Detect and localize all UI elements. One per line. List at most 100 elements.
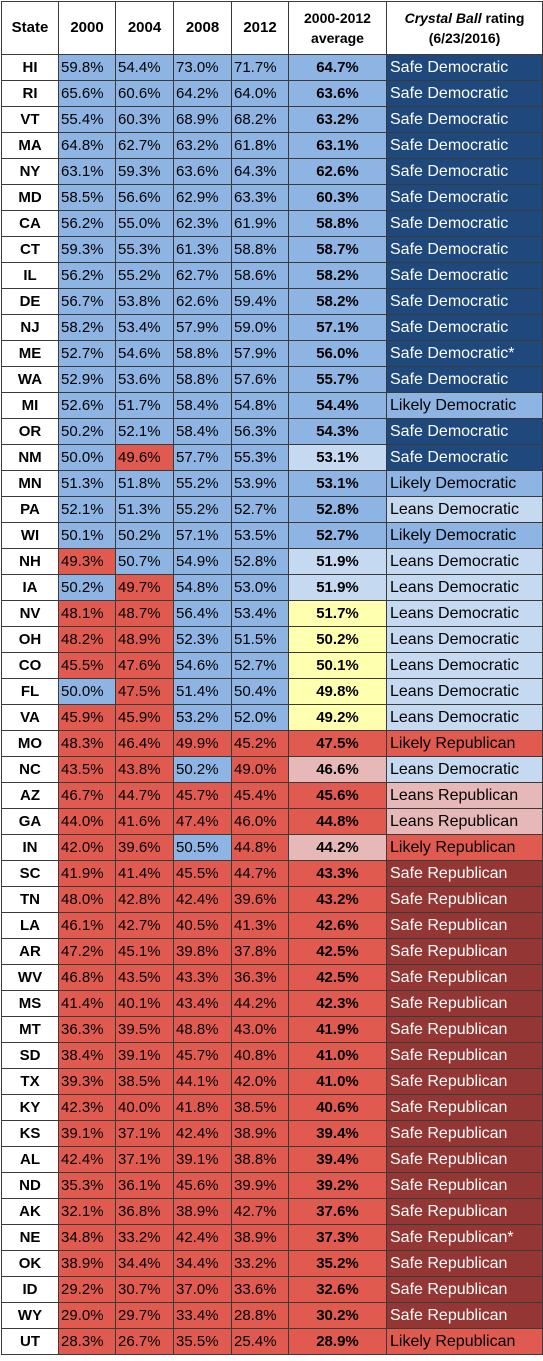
pct-2000-cell: 48.0% <box>58 886 116 913</box>
pct-2004-cell: 45.9% <box>115 704 174 731</box>
pct-2012-cell: 59.0% <box>231 314 289 341</box>
pct-2000-cell: 52.6% <box>58 392 116 419</box>
state-cell: NV <box>1 600 59 627</box>
pct-2000-cell: 59.8% <box>58 54 116 81</box>
rating-cell: Likely Republican <box>386 1328 543 1355</box>
pct-2004-cell: 41.6% <box>115 808 174 835</box>
average-cell: 60.3% <box>288 184 387 211</box>
rating-cell: Safe Democratic <box>386 106 543 133</box>
rating-cell: Safe Republican <box>386 938 543 965</box>
rating-cell: Likely Democratic <box>386 392 543 419</box>
table-body: HI 59.8% 54.4% 73.0% 71.7% 64.7% Safe Democrat… <box>1 54 543 1355</box>
pct-2012-cell: 68.2% <box>231 106 289 133</box>
rating-cell: Likely Democratic <box>386 522 543 549</box>
pct-2004-cell: 54.6% <box>115 340 174 367</box>
header-row: State 2000 2004 2008 2012 2000-2012 aver… <box>1 1 543 55</box>
pct-2000-cell: 48.3% <box>58 730 116 757</box>
table-row: KY 42.3% 40.0% 41.8% 38.5% 40.6% Safe Republic… <box>1 1094 543 1121</box>
header-year-2000: 2000 <box>58 1 116 55</box>
rating-cell: Leans Republican <box>386 782 543 809</box>
pct-2004-cell: 51.7% <box>115 392 174 419</box>
table-row: NE 34.8% 33.2% 42.4% 38.9% 37.3% Safe Republic… <box>1 1224 543 1251</box>
pct-2008-cell: 61.3% <box>173 236 232 263</box>
average-cell: 43.2% <box>288 886 387 913</box>
average-cell: 50.2% <box>288 626 387 653</box>
rating-cell: Safe Republican <box>386 990 543 1017</box>
pct-2008-cell: 58.8% <box>173 366 232 393</box>
average-cell: 42.6% <box>288 912 387 939</box>
pct-2000-cell: 43.5% <box>58 756 116 783</box>
average-cell: 56.0% <box>288 340 387 367</box>
pct-2012-cell: 37.8% <box>231 938 289 965</box>
pct-2012-cell: 42.7% <box>231 1198 289 1225</box>
pct-2004-cell: 51.3% <box>115 496 174 523</box>
pct-2012-cell: 53.5% <box>231 522 289 549</box>
state-cell: CT <box>1 236 59 263</box>
pct-2000-cell: 29.2% <box>58 1276 116 1303</box>
pct-2012-cell: 33.2% <box>231 1250 289 1277</box>
pct-2004-cell: 40.1% <box>115 990 174 1017</box>
pct-2012-cell: 39.6% <box>231 886 289 913</box>
average-cell: 32.6% <box>288 1276 387 1303</box>
rating-cell: Safe Republican <box>386 1120 543 1147</box>
pct-2008-cell: 37.0% <box>173 1276 232 1303</box>
average-cell: 42.5% <box>288 964 387 991</box>
table-row: WA 52.9% 53.6% 58.8% 57.6% 55.7% Safe Democrat… <box>1 366 543 393</box>
state-cell: LA <box>1 912 59 939</box>
pct-2000-cell: 28.3% <box>58 1328 116 1355</box>
pct-2004-cell: 42.8% <box>115 886 174 913</box>
pct-2012-cell: 64.3% <box>231 158 289 185</box>
rating-cell: Leans Democratic <box>386 574 543 601</box>
pct-2012-cell: 33.6% <box>231 1276 289 1303</box>
pct-2000-cell: 51.3% <box>58 470 116 497</box>
pct-2012-cell: 56.3% <box>231 418 289 445</box>
pct-2000-cell: 41.9% <box>58 860 116 887</box>
pct-2012-cell: 43.0% <box>231 1016 289 1043</box>
average-cell: 58.8% <box>288 210 387 237</box>
pct-2008-cell: 49.9% <box>173 730 232 757</box>
pct-2012-cell: 58.8% <box>231 236 289 263</box>
header-year-2012: 2012 <box>231 1 289 55</box>
pct-2008-cell: 62.9% <box>173 184 232 211</box>
pct-2008-cell: 38.9% <box>173 1198 232 1225</box>
state-cell: UT <box>1 1328 59 1355</box>
table-header: State 2000 2004 2008 2012 2000-2012 aver… <box>1 1 543 55</box>
table-row: UT 28.3% 26.7% 35.5% 25.4% 28.9% Likely Republ… <box>1 1328 543 1355</box>
pct-2004-cell: 50.7% <box>115 548 174 575</box>
average-cell: 51.9% <box>288 548 387 575</box>
pct-2012-cell: 54.8% <box>231 392 289 419</box>
pct-2000-cell: 56.2% <box>58 210 116 237</box>
header-average: 2000-2012 average <box>288 1 387 55</box>
pct-2012-cell: 40.8% <box>231 1042 289 1069</box>
table-row: VT 55.4% 60.3% 68.9% 68.2% 63.2% Safe Democrat… <box>1 106 543 133</box>
pct-2000-cell: 55.4% <box>58 106 116 133</box>
pct-2012-cell: 52.0% <box>231 704 289 731</box>
average-cell: 47.5% <box>288 730 387 757</box>
table-row: IN 42.0% 39.6% 50.5% 44.8% 44.2% Likely Republ… <box>1 834 543 861</box>
pct-2000-cell: 48.2% <box>58 626 116 653</box>
table-row: NM 50.0% 49.6% 57.7% 55.3% 53.1% Safe Democrat… <box>1 444 543 471</box>
state-cell: AK <box>1 1198 59 1225</box>
pct-2012-cell: 71.7% <box>231 54 289 81</box>
pct-2000-cell: 34.8% <box>58 1224 116 1251</box>
pct-2000-cell: 46.8% <box>58 964 116 991</box>
header-average-line2: average <box>311 30 364 46</box>
rating-cell: Likely Republican <box>386 834 543 861</box>
pct-2004-cell: 53.8% <box>115 288 174 315</box>
state-cell: PA <box>1 496 59 523</box>
pct-2004-cell: 52.1% <box>115 418 174 445</box>
rating-cell: Likely Republican <box>386 730 543 757</box>
pct-2000-cell: 56.2% <box>58 262 116 289</box>
state-cell: MO <box>1 730 59 757</box>
average-cell: 43.3% <box>288 860 387 887</box>
average-cell: 63.6% <box>288 80 387 107</box>
pct-2000-cell: 52.7% <box>58 340 116 367</box>
state-cell: WY <box>1 1302 59 1329</box>
average-cell: 49.2% <box>288 704 387 731</box>
average-cell: 52.7% <box>288 522 387 549</box>
pct-2004-cell: 38.5% <box>115 1068 174 1095</box>
table-row: SC 41.9% 41.4% 45.5% 44.7% 43.3% Safe Republic… <box>1 860 543 887</box>
pct-2008-cell: 64.2% <box>173 80 232 107</box>
pct-2008-cell: 47.4% <box>173 808 232 835</box>
header-rating-italic: Crystal Ball <box>404 10 482 26</box>
